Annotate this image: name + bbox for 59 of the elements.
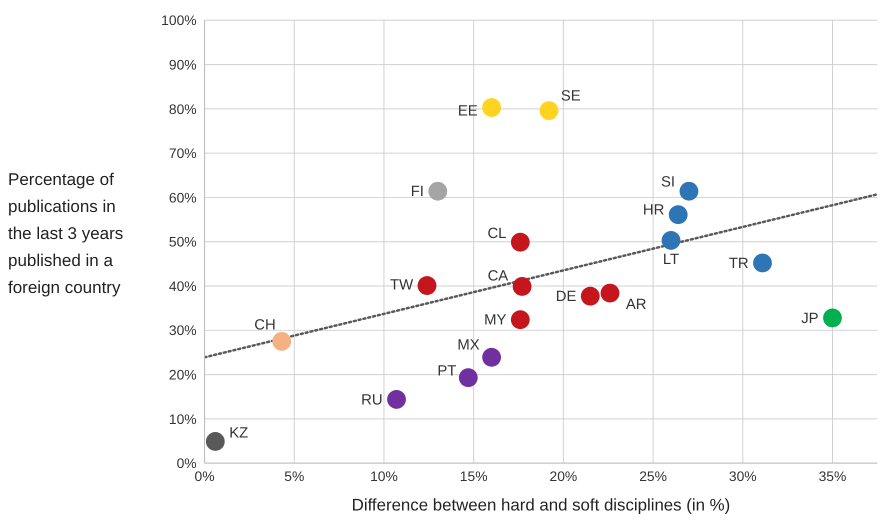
annotation: DE [556, 289, 576, 306]
annotation: RU [360, 392, 382, 408]
annotation: HR [642, 202, 664, 219]
y-tick-label: 20% [168, 366, 196, 383]
y-tick-label: 100% [160, 12, 196, 28]
point [600, 284, 620, 303]
point [417, 276, 436, 295]
x-tick-label: 15% [460, 468, 488, 484]
annotation: AR [626, 296, 647, 313]
annotation: TW [390, 278, 413, 294]
x-tick-label: 35% [818, 468, 846, 484]
point [482, 348, 501, 367]
point [822, 308, 842, 328]
x-tick-label: 20% [549, 468, 577, 484]
annotation: KZ [228, 426, 248, 442]
point [668, 205, 688, 224]
x-tick-label: 25% [638, 468, 667, 484]
y-tick-label: 80% [168, 100, 196, 117]
x-tick-label: 30% [728, 468, 756, 484]
y-tick-label: 0% [176, 455, 196, 472]
point [512, 277, 532, 296]
annotation: LT [662, 252, 679, 268]
point [580, 286, 600, 306]
point [752, 254, 772, 272]
annotation: CH [254, 317, 276, 334]
x-tick-label: 0% [194, 468, 214, 484]
point [539, 101, 558, 120]
point [428, 182, 447, 201]
annotation: SE [560, 88, 581, 105]
annotation: TR [728, 256, 749, 272]
point [510, 310, 530, 330]
annotation: SI [660, 174, 675, 190]
annotation: MX [457, 337, 480, 354]
y-tick-label: 40% [168, 278, 196, 294]
point [661, 230, 680, 250]
y-tick-label: 90% [168, 56, 196, 72]
point [510, 232, 530, 252]
x-tick-label: 5% [284, 468, 304, 484]
y-tick-label: 50% [168, 234, 196, 250]
annotation: CL [487, 226, 506, 242]
annotation: EE [458, 103, 478, 120]
x-tick-label: 10% [370, 468, 398, 484]
y-tick-label: 30% [168, 322, 196, 338]
y-axis-title: Percentage of publications in the last 3 years published in a foreign country [8, 169, 124, 299]
annotation: PT [437, 364, 456, 380]
y-tick-label: 60% [168, 189, 196, 206]
annotation: FI [410, 184, 424, 200]
point [206, 432, 224, 451]
point [458, 368, 478, 388]
x-axis-title: Difference between hard and soft disciplines (in %) [351, 496, 730, 515]
annotation: MY [484, 312, 506, 329]
point [679, 182, 698, 201]
point [386, 390, 406, 409]
annotation: CA [487, 268, 508, 285]
annotation: JP [801, 310, 818, 327]
y-tick-label: 70% [168, 145, 196, 162]
y-tick-label: 10% [168, 410, 196, 427]
point [482, 98, 501, 117]
point [272, 332, 291, 351]
